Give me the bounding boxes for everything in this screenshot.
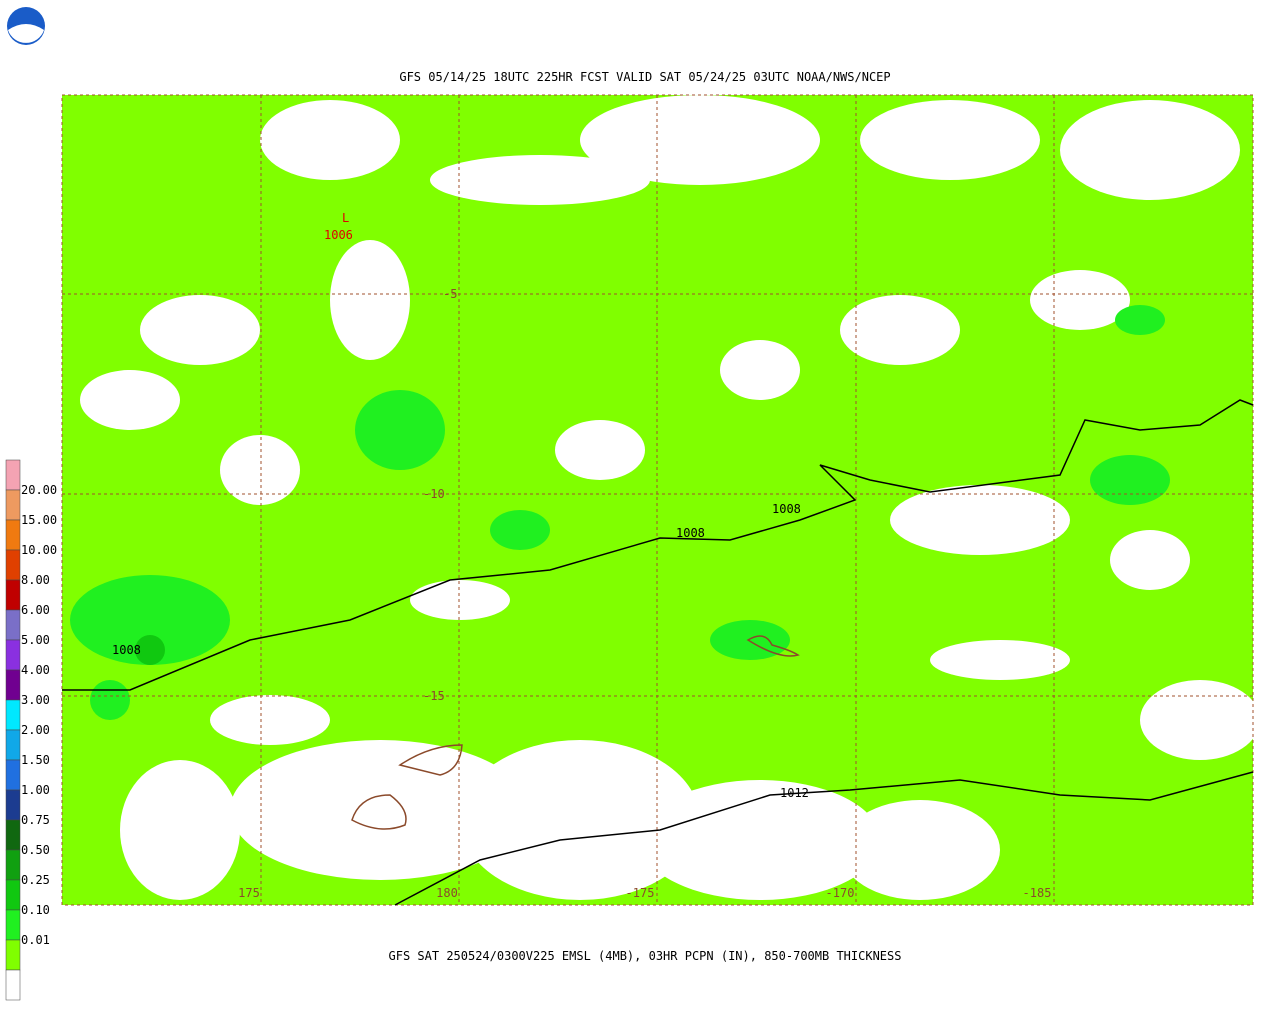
legend-label: 10.00: [21, 543, 57, 557]
legend-swatch: [5, 669, 21, 701]
legend-swatch: [5, 519, 21, 551]
lon-label: -170: [826, 886, 855, 900]
lon-label: -175: [626, 886, 655, 900]
lat-label: -15: [423, 689, 445, 703]
legend-label: 1.00: [21, 783, 50, 797]
isobar-label: 1008: [676, 526, 705, 540]
lon-label: 180: [436, 886, 458, 900]
precip-field: [62, 95, 1260, 905]
map-caption: GFS SAT 250524/0300V225 EMSL (4MB), 03HR…: [389, 949, 902, 963]
legend-label: 0.01: [21, 933, 50, 947]
legend-label: 4.00: [21, 663, 50, 677]
lon-label: -185: [1023, 886, 1052, 900]
legend-swatch: [5, 939, 21, 971]
legend-swatch: [5, 579, 21, 611]
isobar-labels: 1008 1008 1008 1012: [112, 502, 809, 800]
lon-labels: 175 180 -175 -170 -185: [238, 886, 1051, 900]
legend-swatch: [5, 909, 21, 941]
legend-swatch: [5, 459, 21, 491]
legend-label: 0.50: [21, 843, 50, 857]
legend-label: 3.00: [21, 693, 50, 707]
isobar-label: 1012: [780, 786, 809, 800]
legend-label: 15.00: [21, 513, 57, 527]
legend-label: 0.75: [21, 813, 50, 827]
lat-label: -5: [443, 287, 457, 301]
legend-swatch: [5, 849, 21, 881]
legend-swatch: [5, 729, 21, 761]
legend-label: 6.00: [21, 603, 50, 617]
isobar-label: 1008: [112, 643, 141, 657]
map-title: GFS 05/14/25 18UTC 225HR FCST VALID SAT …: [399, 70, 890, 84]
coastlines: [351, 635, 800, 830]
color-legend: 20.00 15.00 10.00 8.00 6.00 5.00 4.00 3.00 2.00 1…: [5, 459, 57, 1001]
legend-label: 0.10: [21, 903, 50, 917]
legend-label: 2.00: [21, 723, 50, 737]
legend-swatch: [5, 609, 21, 641]
low-value: 1006: [324, 228, 353, 242]
legend-swatch: [5, 489, 21, 521]
legend-swatch: [5, 639, 21, 671]
isobars: [62, 399, 1254, 906]
legend-swatch: [5, 969, 21, 1001]
precip-moderate: [70, 305, 1170, 720]
noaa-logo-wave: [8, 24, 44, 43]
legend-label: 5.00: [21, 633, 50, 647]
legend-label: 20.00: [21, 483, 57, 497]
precip-heavy: [135, 635, 165, 665]
legend-label: 0.25: [21, 873, 50, 887]
legend-label: 8.00: [21, 573, 50, 587]
dry-areas: [80, 95, 1260, 900]
lat-label: -10: [423, 487, 445, 501]
lat-labels: -5 -10 -15: [423, 287, 457, 703]
legend-swatch: [5, 819, 21, 851]
legend-swatch: [5, 879, 21, 911]
legend-swatch: [5, 549, 21, 581]
legend-swatch: [5, 789, 21, 821]
isobar-label: 1008: [772, 502, 801, 516]
lon-label: 175: [238, 886, 260, 900]
legend-swatch: [5, 759, 21, 791]
low-symbol: L: [342, 211, 349, 225]
legend-swatch: [5, 699, 21, 731]
legend-label: 1.50: [21, 753, 50, 767]
